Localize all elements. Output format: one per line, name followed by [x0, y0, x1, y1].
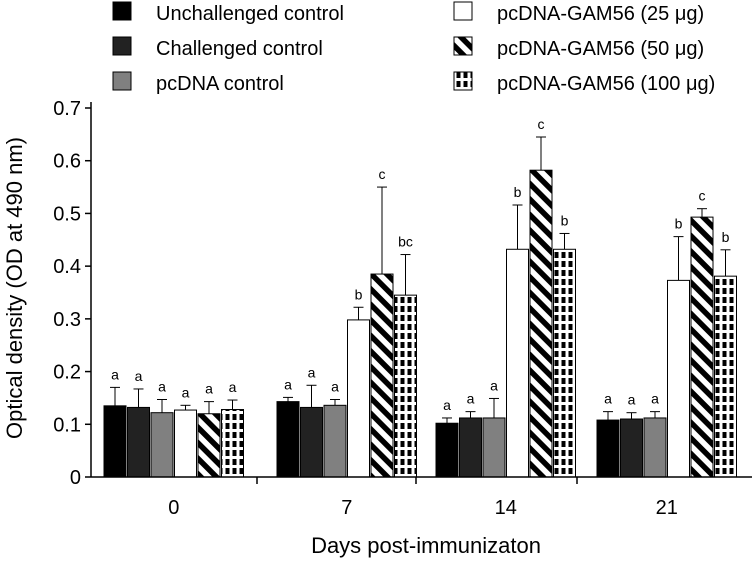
significance-label: b [722, 229, 730, 245]
y-tick-label: 0.7 [53, 98, 81, 120]
bar [529, 169, 553, 478]
significance-label: a [443, 397, 451, 413]
bar [482, 417, 506, 478]
significance-label: a [229, 379, 237, 395]
legend-swatch [453, 36, 473, 56]
legend-label: pcDNA-GAM56 (50 μg) [497, 38, 704, 60]
y-tick-label: 0.4 [53, 256, 81, 278]
significance-label: a [651, 391, 659, 407]
bar [435, 422, 459, 478]
x-tick-label: 21 [656, 497, 678, 519]
significance-label: a [331, 379, 339, 395]
bar [323, 404, 347, 478]
significance-label: b [355, 286, 363, 302]
y-axis-label: Optical density (OD at 490 nm) [2, 137, 27, 439]
y-tick-label: 0.3 [53, 309, 81, 331]
bar [347, 319, 370, 478]
legend-label: pcDNA-GAM56 (100 μg) [497, 73, 715, 95]
significance-label: a [467, 391, 475, 407]
legend-swatch [112, 1, 132, 21]
significance-label: b [675, 216, 683, 232]
bar [276, 401, 300, 478]
bar [394, 294, 417, 478]
legend-swatch [112, 36, 132, 56]
bar [506, 248, 529, 478]
legend-swatch [453, 1, 473, 21]
significance-label: c [538, 116, 545, 132]
bar [197, 413, 221, 478]
x-tick-label: 7 [341, 497, 352, 519]
bar [714, 275, 737, 478]
axes: 0 0.1 0.2 0.3 0.4 0.5 0.6 0.7 0 7 14 21 [53, 98, 752, 519]
legend-label: pcDNA control [156, 73, 284, 95]
bar [174, 409, 197, 478]
legend-label: Challenged control [156, 38, 323, 60]
x-tick-label: 14 [495, 497, 517, 519]
significance-label: a [135, 368, 143, 384]
significance-label: a [158, 379, 166, 395]
legend: Unchallenged control Challenged control pc… [112, 1, 715, 95]
legend-swatch [453, 71, 473, 91]
bar [667, 279, 690, 478]
bar [643, 417, 667, 478]
bar [103, 405, 127, 478]
x-tick-label: 0 [168, 497, 179, 519]
bar [596, 419, 620, 478]
bar [127, 406, 150, 478]
y-tick-label: 0.1 [53, 414, 81, 436]
legend-label: Unchallenged control [156, 3, 344, 25]
bar [553, 248, 576, 478]
significance-label: a [604, 391, 612, 407]
y-tick-label: 0.5 [53, 203, 81, 225]
legend-label: pcDNA-GAM56 (25 μg) [497, 3, 704, 25]
bar [459, 417, 482, 478]
significance-label: a [182, 384, 190, 400]
significance-label: c [379, 166, 386, 182]
significance-label: b [514, 184, 522, 200]
bar [300, 406, 323, 478]
y-tick-label: 0.2 [53, 362, 81, 384]
x-axis-label: Days post-immunizaton [311, 533, 541, 558]
bar [370, 273, 394, 478]
significance-label: c [699, 188, 706, 204]
y-tick-label: 0 [70, 467, 81, 489]
bar [690, 216, 714, 478]
significance-label: a [205, 381, 213, 397]
significance-label: bc [398, 234, 413, 250]
significance-label: a [490, 377, 498, 393]
significance-label: b [561, 212, 569, 228]
significance-label: a [628, 392, 636, 408]
significance-label: a [308, 364, 316, 380]
bar [620, 418, 643, 478]
bar [221, 409, 244, 478]
y-tick-label: 0.6 [53, 151, 81, 173]
significance-label: a [284, 376, 292, 392]
significance-label: a [111, 366, 119, 382]
bar [150, 412, 174, 478]
legend-swatch [112, 71, 132, 91]
